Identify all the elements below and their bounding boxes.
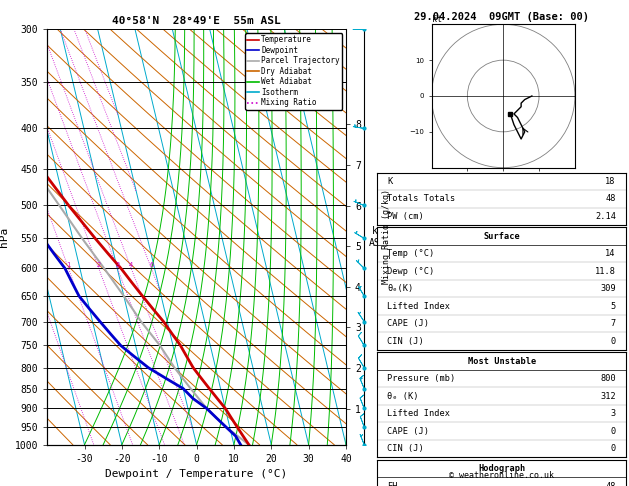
Text: 0: 0: [611, 444, 616, 453]
Text: 2.14: 2.14: [595, 212, 616, 221]
Text: 18: 18: [606, 177, 616, 186]
Text: CAPE (J): CAPE (J): [387, 319, 430, 328]
Text: θₑ (K): θₑ (K): [387, 392, 419, 400]
Text: © weatheronline.co.uk: © weatheronline.co.uk: [449, 471, 554, 480]
Text: Temp (°C): Temp (°C): [387, 249, 435, 258]
Text: Lifted Index: Lifted Index: [387, 302, 450, 311]
Text: CIN (J): CIN (J): [387, 337, 424, 346]
Text: Lifted Index: Lifted Index: [387, 409, 450, 418]
Text: Most Unstable: Most Unstable: [467, 357, 536, 365]
Text: 0: 0: [611, 427, 616, 435]
Title: 40°58'N  28°49'E  55m ASL: 40°58'N 28°49'E 55m ASL: [112, 16, 281, 26]
Text: 1: 1: [67, 262, 70, 268]
Text: 3: 3: [115, 262, 120, 268]
Text: K: K: [387, 177, 392, 186]
Text: 309: 309: [600, 284, 616, 293]
Text: 7: 7: [611, 319, 616, 328]
Text: 6: 6: [149, 262, 153, 268]
Text: Hodograph: Hodograph: [478, 464, 525, 473]
Text: kt: kt: [431, 15, 442, 24]
Text: Dewp (°C): Dewp (°C): [387, 267, 435, 276]
Text: θₑ(K): θₑ(K): [387, 284, 414, 293]
Text: Totals Totals: Totals Totals: [387, 194, 455, 203]
Text: 29.04.2024  09GMT (Base: 00): 29.04.2024 09GMT (Base: 00): [414, 12, 589, 22]
Text: 5: 5: [611, 302, 616, 311]
Text: Pressure (mb): Pressure (mb): [387, 374, 455, 383]
Text: 4: 4: [129, 262, 133, 268]
Text: 800: 800: [600, 374, 616, 383]
Text: Mixing Ratio (g/kg): Mixing Ratio (g/kg): [382, 190, 391, 284]
Text: PW (cm): PW (cm): [387, 212, 424, 221]
Legend: Temperature, Dewpoint, Parcel Trajectory, Dry Adiabat, Wet Adiabat, Isotherm, Mi: Temperature, Dewpoint, Parcel Trajectory…: [245, 33, 342, 110]
Text: 312: 312: [600, 392, 616, 400]
Text: EH: EH: [387, 482, 398, 486]
Text: 0: 0: [611, 337, 616, 346]
Text: Surface: Surface: [483, 232, 520, 241]
Text: 3: 3: [611, 409, 616, 418]
Text: 2: 2: [97, 262, 101, 268]
Text: 48: 48: [606, 194, 616, 203]
Text: CIN (J): CIN (J): [387, 444, 424, 453]
Text: CAPE (J): CAPE (J): [387, 427, 430, 435]
X-axis label: Dewpoint / Temperature (°C): Dewpoint / Temperature (°C): [106, 469, 287, 479]
Text: 11.8: 11.8: [595, 267, 616, 276]
Text: 48: 48: [606, 482, 616, 486]
Y-axis label: km
ASL: km ASL: [369, 226, 386, 248]
Y-axis label: hPa: hPa: [0, 227, 9, 247]
Text: 14: 14: [606, 249, 616, 258]
